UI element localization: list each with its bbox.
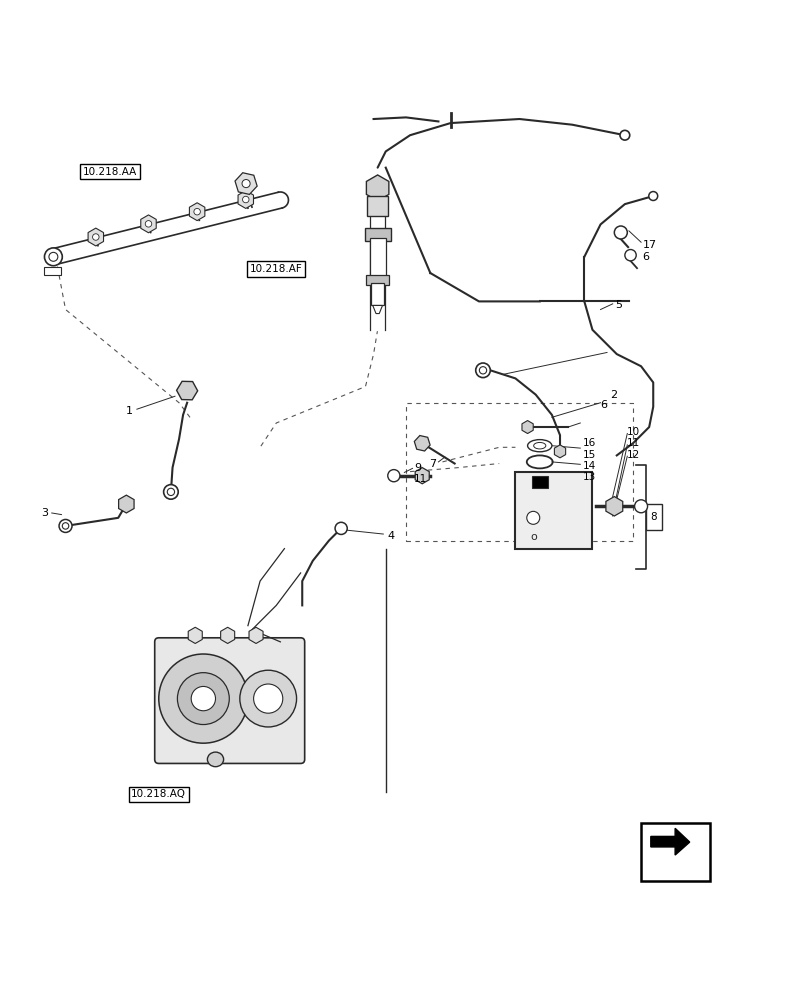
Bar — [44, 267, 62, 275]
FancyBboxPatch shape — [645, 504, 661, 530]
Ellipse shape — [207, 752, 223, 767]
Circle shape — [159, 654, 247, 743]
Text: 7: 7 — [428, 459, 436, 469]
Text: 15: 15 — [582, 450, 595, 460]
Text: 12: 12 — [627, 450, 640, 460]
FancyBboxPatch shape — [369, 238, 385, 277]
Circle shape — [191, 686, 215, 711]
Ellipse shape — [624, 250, 636, 261]
Circle shape — [145, 221, 152, 227]
Ellipse shape — [614, 226, 627, 239]
Text: 5: 5 — [615, 300, 621, 310]
Text: 13: 13 — [582, 472, 595, 482]
Ellipse shape — [388, 470, 400, 482]
Circle shape — [242, 180, 250, 188]
Text: 17: 17 — [642, 240, 656, 250]
Polygon shape — [51, 192, 282, 265]
Ellipse shape — [49, 252, 58, 261]
Text: 10.218.AQ: 10.218.AQ — [131, 789, 186, 799]
Text: 11: 11 — [627, 438, 640, 448]
FancyBboxPatch shape — [371, 283, 384, 305]
Circle shape — [242, 196, 249, 203]
Ellipse shape — [478, 367, 486, 374]
Bar — [641, 823, 709, 881]
Text: 14: 14 — [582, 461, 595, 471]
Text: 11: 11 — [414, 474, 427, 484]
Circle shape — [253, 684, 282, 713]
Text: 6: 6 — [600, 400, 607, 410]
FancyBboxPatch shape — [366, 275, 388, 285]
Ellipse shape — [167, 488, 174, 496]
Text: 1: 1 — [126, 406, 133, 416]
Ellipse shape — [648, 192, 657, 200]
FancyBboxPatch shape — [155, 638, 304, 763]
FancyBboxPatch shape — [367, 196, 388, 216]
Ellipse shape — [164, 485, 178, 499]
Text: 6: 6 — [642, 252, 649, 262]
Polygon shape — [372, 305, 382, 314]
Ellipse shape — [45, 248, 62, 266]
Ellipse shape — [59, 519, 72, 532]
Polygon shape — [650, 828, 689, 855]
Text: 8: 8 — [650, 512, 657, 522]
Text: 9: 9 — [414, 463, 421, 473]
Text: 3: 3 — [41, 508, 48, 518]
Text: 4: 4 — [387, 531, 394, 541]
Ellipse shape — [634, 500, 646, 513]
Text: 10: 10 — [627, 427, 640, 437]
Ellipse shape — [527, 440, 551, 452]
Ellipse shape — [335, 522, 347, 534]
Bar — [531, 476, 547, 488]
Ellipse shape — [62, 523, 69, 529]
FancyBboxPatch shape — [364, 228, 390, 241]
Text: 10.218.AF: 10.218.AF — [250, 264, 303, 274]
Circle shape — [177, 673, 229, 725]
FancyBboxPatch shape — [515, 472, 592, 549]
Circle shape — [194, 208, 200, 215]
Ellipse shape — [475, 363, 490, 378]
Text: o: o — [530, 532, 536, 542]
Text: 10.218.AA: 10.218.AA — [83, 167, 137, 177]
Text: 2: 2 — [610, 390, 616, 400]
Circle shape — [92, 234, 99, 240]
Ellipse shape — [620, 130, 629, 140]
Circle shape — [526, 511, 539, 524]
Ellipse shape — [533, 442, 545, 449]
Circle shape — [239, 670, 296, 727]
Text: 16: 16 — [582, 438, 595, 448]
